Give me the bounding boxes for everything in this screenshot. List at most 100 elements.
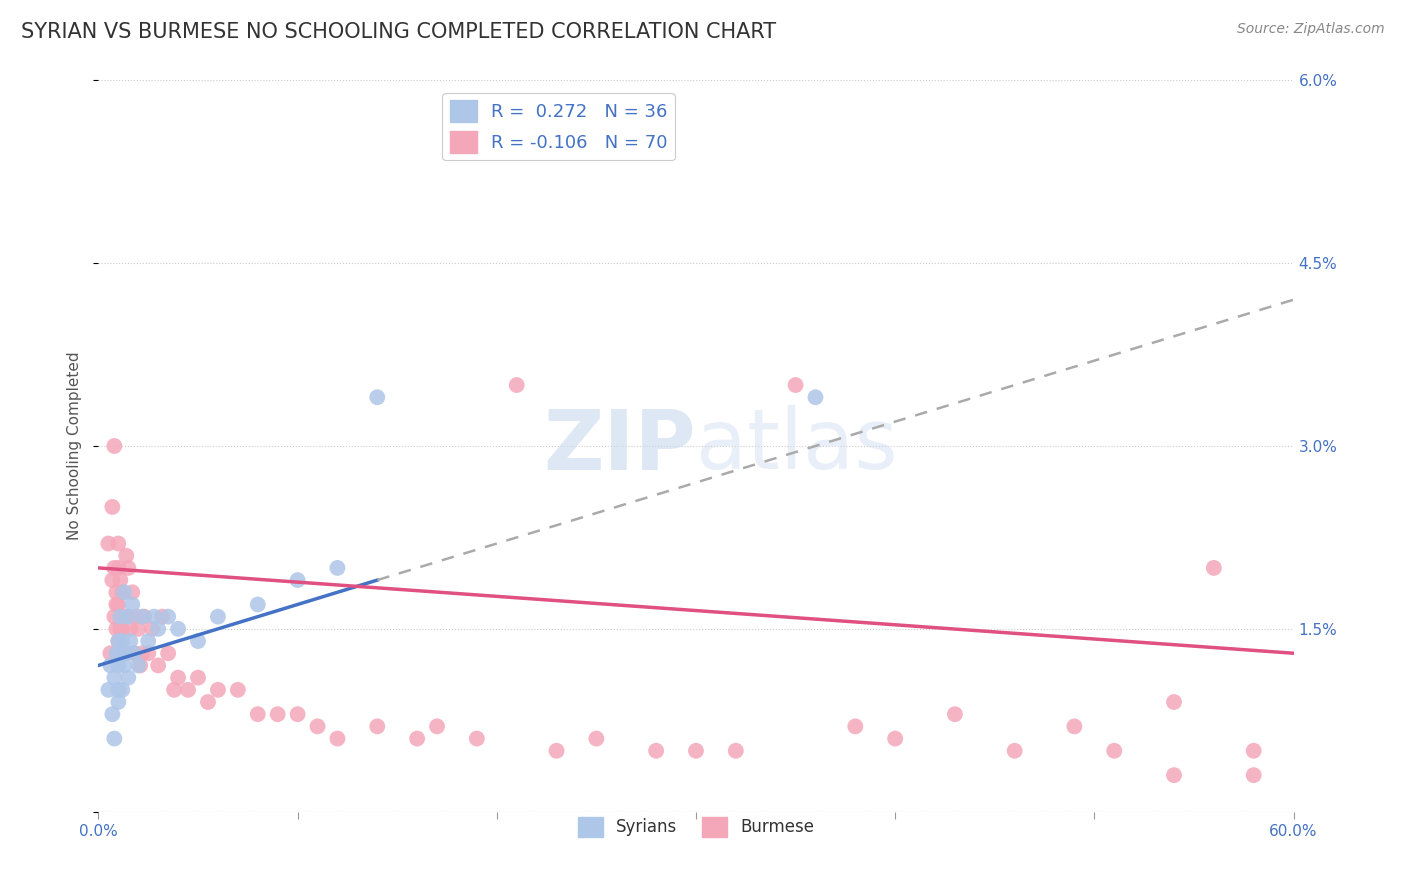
Point [125,609,148,624]
Point [141,622,163,636]
Point [197,695,219,709]
Point [685,744,707,758]
Point [131,646,153,660]
Point [107,561,129,575]
Point [103,561,125,575]
Point [1104,744,1126,758]
Point [103,731,125,746]
Point [506,378,529,392]
Text: SYRIAN VS BURMESE NO SCHOOLING COMPLETED CORRELATION CHART: SYRIAN VS BURMESE NO SCHOOLING COMPLETED… [21,22,776,42]
Point [326,561,349,575]
Point [120,634,142,648]
Point [148,658,170,673]
Point [111,622,134,636]
Point [112,658,135,673]
Point [136,646,159,660]
Point [112,646,135,660]
Point [546,744,568,758]
Point [724,744,747,758]
Point [157,609,180,624]
Point [1063,719,1085,733]
Point [177,682,200,697]
Point [110,622,132,636]
Point [97,682,120,697]
Point [111,585,134,599]
Point [105,598,128,612]
Point [117,609,139,624]
Point [287,573,309,587]
Point [103,671,125,685]
Point [226,682,249,697]
Point [645,744,668,758]
Point [1202,561,1225,575]
Point [366,719,388,733]
Point [117,609,139,624]
Point [1163,695,1185,709]
Text: ZIP: ZIP [544,406,696,486]
Point [129,658,152,673]
Point [115,646,138,660]
Point [98,658,122,673]
Point [167,622,190,636]
Point [127,658,149,673]
Point [150,609,173,624]
Point [107,695,129,709]
Point [326,731,349,746]
Point [187,634,209,648]
Point [207,682,229,697]
Point [107,536,129,550]
Point [246,707,269,722]
Point [943,707,966,722]
Point [1243,768,1265,782]
Point [267,707,290,722]
Point [121,585,143,599]
Point [246,598,269,612]
Point [111,682,134,697]
Point [107,598,129,612]
Point [143,609,166,624]
Point [121,598,143,612]
Point [157,646,180,660]
Point [105,585,128,599]
Point [163,682,186,697]
Point [120,622,142,636]
Point [406,731,429,746]
Point [117,561,139,575]
Text: atlas: atlas [696,406,897,486]
Point [101,707,124,722]
Point [101,573,124,587]
Point [110,609,132,624]
Point [785,378,807,392]
Point [103,609,125,624]
Point [465,731,488,746]
Point [136,634,159,648]
Point [112,609,135,624]
Point [207,609,229,624]
Point [287,707,309,722]
Point [307,719,329,733]
Point [804,390,827,404]
Point [1004,744,1026,758]
Point [124,646,146,660]
Point [110,573,132,587]
Point [844,719,866,733]
Point [97,536,120,550]
Point [101,500,124,514]
Point [148,622,170,636]
Point [1243,744,1265,758]
Point [585,731,607,746]
Point [167,671,190,685]
Point [107,682,129,697]
Point [103,439,125,453]
Point [98,646,122,660]
Point [111,634,134,648]
Point [884,731,907,746]
Point [426,719,449,733]
Legend: Syrians, Burmese: Syrians, Burmese [571,810,821,844]
Point [134,609,156,624]
Point [115,549,138,563]
Point [127,622,149,636]
Point [366,390,388,404]
Point [105,622,128,636]
Point [112,585,135,599]
